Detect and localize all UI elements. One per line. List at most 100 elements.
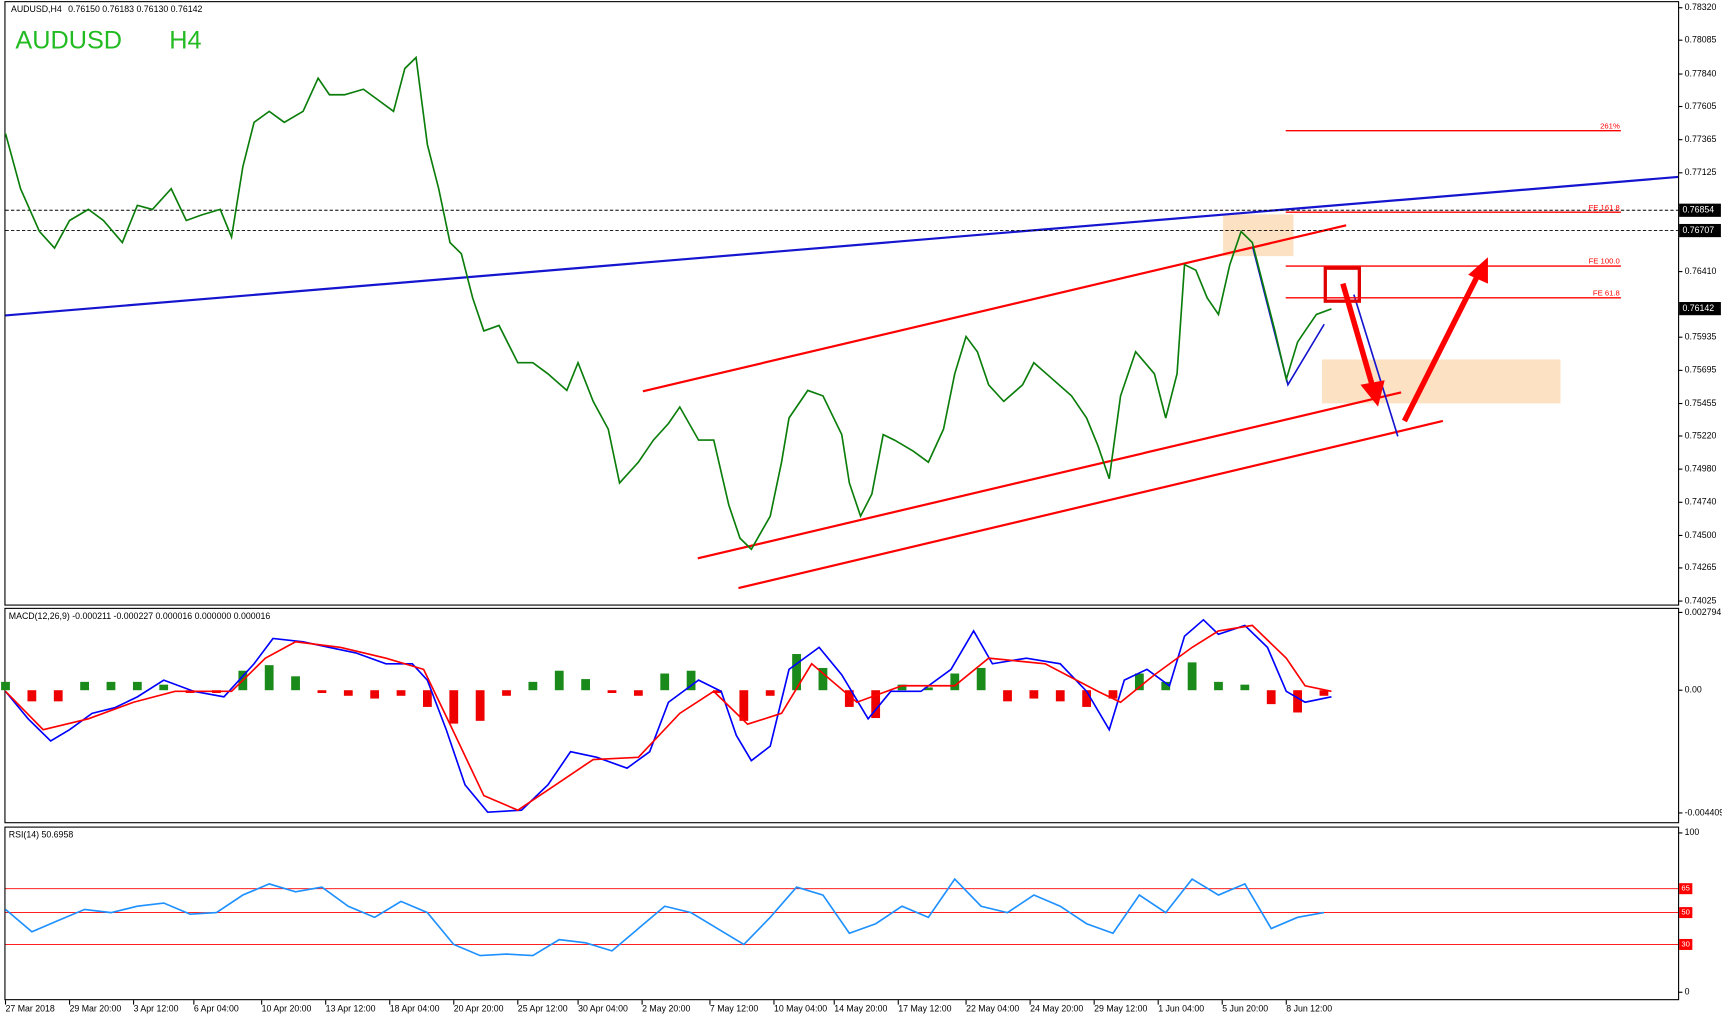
histogram-bar xyxy=(1266,690,1276,705)
price-tag xyxy=(1679,223,1721,238)
zone xyxy=(1321,359,1561,404)
histogram-bar xyxy=(502,690,511,696)
x-tick-label: 24 May 20:00 xyxy=(1030,1003,1083,1013)
histogram-bar xyxy=(1082,690,1092,707)
histogram-bar xyxy=(1029,690,1039,699)
x-tick-label: 6 Apr 04:00 xyxy=(194,1003,239,1013)
series-line xyxy=(4,877,1325,957)
y-tick-label: 0.78085 xyxy=(1685,35,1717,45)
histogram-bar xyxy=(660,673,670,691)
histogram-bar xyxy=(475,690,485,721)
x-tick-label: 27 Mar 2018 xyxy=(5,1003,54,1013)
rsi-title: RSI(14) 50.6958 xyxy=(9,830,74,840)
histogram-bar xyxy=(713,690,722,693)
histogram-bar xyxy=(343,690,353,696)
x-tick-label: 2 May 20:00 xyxy=(642,1003,690,1013)
histogram-bar xyxy=(633,690,643,696)
rsi-panel xyxy=(4,826,1680,1001)
histogram-bar xyxy=(132,681,142,691)
marker-box xyxy=(1323,266,1362,303)
y-tick-label: 0.77365 xyxy=(1685,134,1717,144)
histogram-bar xyxy=(423,690,432,707)
symbol-header: AUDUSD,H4 xyxy=(11,4,62,14)
histogram-bar xyxy=(1134,673,1144,691)
fib-label: FE 100.0 xyxy=(1589,257,1620,266)
histogram-bar xyxy=(27,690,37,702)
projection xyxy=(1353,294,1399,437)
y-tick-label: 0.77605 xyxy=(1685,101,1717,111)
level-tag xyxy=(1679,883,1693,895)
histogram-bar xyxy=(897,684,907,691)
histogram-bar xyxy=(1293,690,1302,713)
x-tick-label: 30 Apr 04:00 xyxy=(578,1003,628,1013)
macd-title: MACD(12,26,9) -0.000211 -0.000227 0.0000… xyxy=(9,611,271,621)
x-tick-label: 5 Jun 20:00 xyxy=(1222,1003,1268,1013)
y-tick-label: 0.74980 xyxy=(1685,463,1717,473)
histogram-bar xyxy=(765,690,775,696)
x-tick-label: 13 Apr 12:00 xyxy=(326,1003,376,1013)
x-tick-label: 3 Apr 12:00 xyxy=(134,1003,179,1013)
histogram-bar xyxy=(396,690,406,696)
histogram-bar xyxy=(1003,690,1012,702)
histogram-bar xyxy=(871,690,881,719)
histogram-bar xyxy=(818,667,828,691)
y-tick-label: 0.76410 xyxy=(1685,266,1717,276)
ohlc: 0.76150 0.76183 0.76130 0.76142 xyxy=(68,4,202,14)
series-line xyxy=(4,55,1332,551)
x-tick-label: 20 Apr 20:00 xyxy=(454,1003,504,1013)
x-tick-label: 17 May 12:00 xyxy=(898,1003,951,1013)
price-tag xyxy=(1679,203,1721,217)
histogram-bar xyxy=(449,690,459,724)
histogram-bar xyxy=(1055,690,1065,702)
histogram-bar xyxy=(924,687,933,691)
price-tag-label: 0.76142 xyxy=(1682,303,1714,313)
arrow-head xyxy=(1360,380,1385,407)
histogram-bar xyxy=(80,681,89,691)
y-tick-label: 0.74265 xyxy=(1685,562,1717,572)
histogram-bar xyxy=(581,679,591,691)
histogram-bar xyxy=(1108,690,1118,699)
histogram-bar xyxy=(950,673,960,691)
x-tick-label: 14 May 20:00 xyxy=(834,1003,887,1013)
y-tick-label: 0.74500 xyxy=(1685,530,1717,540)
y-tick-label: 0.77125 xyxy=(1685,167,1717,177)
x-tick-label: 10 Apr 20:00 xyxy=(262,1003,312,1013)
x-tick-label: 29 Mar 20:00 xyxy=(70,1003,122,1013)
price-tag-label: 0.76707 xyxy=(1682,225,1714,235)
histogram-bar xyxy=(1187,662,1197,691)
x-tick-label: 29 May 12:00 xyxy=(1094,1003,1147,1013)
channel-line xyxy=(642,224,1347,393)
level-label: 65 xyxy=(1681,884,1690,893)
y-tick-label: 0.002794 xyxy=(1685,607,1722,617)
y-tick-label: 0.00 xyxy=(1685,685,1702,695)
histogram-bar xyxy=(739,690,749,721)
x-tick-label: 10 May 04:00 xyxy=(774,1003,827,1013)
level-label: 50 xyxy=(1681,908,1690,917)
histogram-bar xyxy=(1214,681,1223,691)
histogram-bar xyxy=(554,670,564,691)
histogram-bar xyxy=(1240,684,1250,691)
fib-label: 261% xyxy=(1600,121,1620,130)
arrow-head xyxy=(1468,257,1488,284)
x-tick-label: 18 Apr 04:00 xyxy=(390,1003,440,1013)
y-tick-label: 0.77840 xyxy=(1685,68,1717,78)
series-line xyxy=(4,618,1332,814)
histogram-bar xyxy=(607,690,617,693)
x-tick-label: 8 Jun 12:00 xyxy=(1286,1003,1332,1013)
x-tick-label: 25 Apr 12:00 xyxy=(518,1003,568,1013)
trend-line xyxy=(5,175,1679,317)
histogram-bar xyxy=(159,684,169,691)
histogram-bar xyxy=(792,654,801,691)
x-tick-label: 22 May 04:00 xyxy=(966,1003,1019,1013)
series-line xyxy=(4,624,1332,812)
x-tick-label: 7 May 12:00 xyxy=(710,1003,758,1013)
chart-subtitle: H4 xyxy=(169,26,201,54)
fib-label: FE 161.8 xyxy=(1589,203,1620,212)
y-tick-label: 0.75695 xyxy=(1685,365,1717,375)
histogram-bar xyxy=(106,681,116,691)
macd-panel xyxy=(4,607,1680,824)
y-tick-label: 0.78320 xyxy=(1685,2,1717,12)
